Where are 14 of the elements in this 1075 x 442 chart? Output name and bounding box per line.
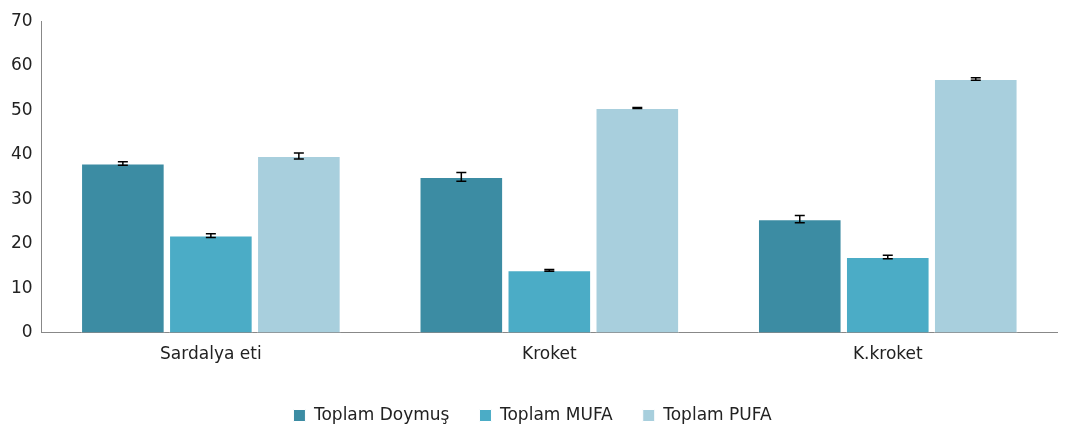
x-tick-label: Kroket [522, 343, 577, 364]
y-tick-label: 0 [21, 321, 33, 342]
x-tick-label: K.kroket [852, 343, 923, 364]
x-tick-label: Sardalya eti [160, 343, 262, 364]
y-tick-label: 60 [10, 54, 33, 75]
legend-label: Toplam PUFA [662, 403, 772, 424]
y-tick-label: 10 [10, 276, 33, 297]
y-tick-label: 20 [10, 232, 33, 253]
legend-label: Toplam MUFA [498, 403, 614, 424]
y-tick-label: 50 [10, 98, 33, 119]
y-tick-label: 30 [10, 187, 33, 208]
y-tick-label: 40 [10, 143, 33, 164]
legend-label: Toplam Doymuş [312, 403, 450, 424]
y-tick-label: 70 [10, 9, 33, 30]
